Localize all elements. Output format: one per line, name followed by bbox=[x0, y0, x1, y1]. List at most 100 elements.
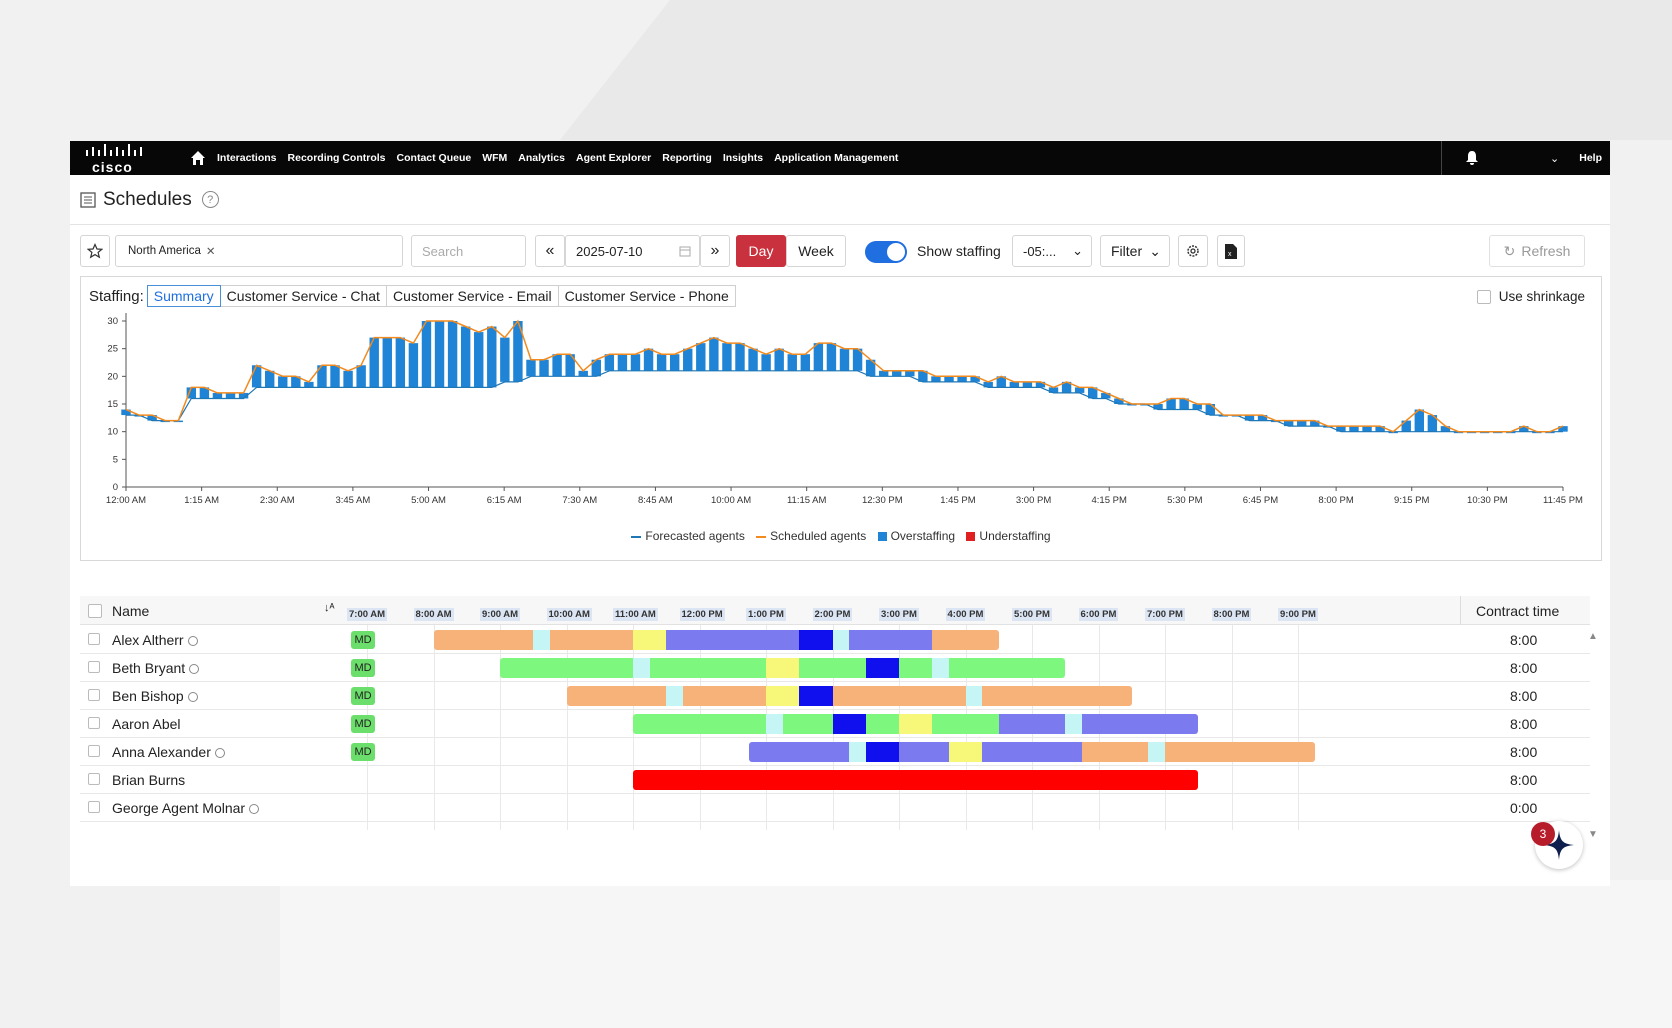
row-checkbox[interactable] bbox=[88, 801, 100, 813]
select-all-checkbox[interactable] bbox=[88, 604, 102, 618]
scroll-down-arrow[interactable]: ▼ bbox=[1588, 829, 1598, 840]
schedule-segment[interactable] bbox=[832, 686, 966, 706]
schedule-segment[interactable] bbox=[766, 658, 800, 678]
table-row[interactable]: Aaron Abel MD 8:00 bbox=[80, 710, 1590, 738]
schedule-segment[interactable] bbox=[965, 686, 983, 706]
chevron-down-icon[interactable]: ⌄ bbox=[1550, 152, 1560, 165]
agent-name[interactable]: Aaron Abel bbox=[112, 716, 181, 732]
row-checkbox[interactable] bbox=[88, 689, 100, 701]
tab-summary[interactable]: Summary bbox=[146, 285, 221, 307]
schedule-segment[interactable] bbox=[899, 714, 933, 734]
agent-name[interactable]: Alex Altherr bbox=[112, 632, 198, 648]
schedule-segment[interactable] bbox=[1065, 714, 1082, 734]
table-row[interactable]: Brian Burns 8:00 bbox=[80, 766, 1590, 794]
nav-wfm[interactable]: WFM bbox=[482, 152, 508, 164]
schedule-segment[interactable] bbox=[1081, 742, 1149, 762]
schedule-segment[interactable] bbox=[799, 630, 833, 650]
nav-reporting[interactable]: Reporting bbox=[662, 152, 712, 164]
schedule-segment[interactable] bbox=[948, 658, 1066, 678]
home-icon[interactable] bbox=[190, 150, 206, 166]
bell-icon[interactable] bbox=[1452, 150, 1492, 166]
schedule-segment[interactable] bbox=[666, 686, 683, 706]
date-picker[interactable]: 2025-07-10 bbox=[565, 235, 700, 267]
schedule-segment[interactable] bbox=[682, 686, 766, 706]
nav-application-management[interactable]: Application Management bbox=[774, 152, 899, 164]
table-row[interactable]: Ben Bishop MD 8:00 bbox=[80, 682, 1590, 710]
schedule-segment[interactable] bbox=[832, 630, 850, 650]
settings-button[interactable] bbox=[1178, 235, 1208, 267]
table-row[interactable]: Beth Bryant MD 8:00 bbox=[80, 654, 1590, 682]
day-view-button[interactable]: Day bbox=[736, 235, 786, 267]
table-row[interactable]: Anna Alexander MD 8:00 bbox=[80, 738, 1590, 766]
favorite-button[interactable] bbox=[80, 235, 110, 267]
schedule-segment[interactable] bbox=[433, 630, 534, 650]
schedule-segment[interactable] bbox=[633, 770, 1199, 790]
schedule-segment[interactable] bbox=[998, 714, 1066, 734]
show-staffing-toggle[interactable] bbox=[865, 241, 907, 263]
schedule-segment[interactable] bbox=[849, 630, 933, 650]
schedule-segment[interactable] bbox=[932, 630, 999, 650]
schedule-segment[interactable] bbox=[1165, 742, 1315, 762]
schedule-segment[interactable] bbox=[533, 630, 550, 650]
filter-button[interactable]: Filter ⌄ bbox=[1100, 235, 1170, 267]
timezone-select[interactable]: -05:... ⌄ bbox=[1012, 235, 1092, 267]
nav-recording-controls[interactable]: Recording Controls bbox=[287, 152, 386, 164]
schedule-segment[interactable] bbox=[948, 742, 983, 762]
nav-contact-queue[interactable]: Contact Queue bbox=[396, 152, 472, 164]
use-shrinkage-option[interactable]: Use shrinkage bbox=[1476, 289, 1585, 304]
schedule-segment[interactable] bbox=[549, 630, 633, 650]
schedule-segment[interactable] bbox=[633, 714, 766, 734]
schedule-segment[interactable] bbox=[766, 686, 800, 706]
table-row[interactable]: Alex Altherr MD 8:00 bbox=[80, 626, 1590, 654]
sort-icon[interactable]: ↓ᴬ bbox=[324, 602, 335, 614]
agent-name[interactable]: Ben Bishop bbox=[112, 688, 198, 704]
scroll-up-arrow[interactable]: ▲ bbox=[1588, 631, 1598, 642]
schedule-segment[interactable] bbox=[899, 742, 949, 762]
row-checkbox[interactable] bbox=[88, 745, 100, 757]
schedule-segment[interactable] bbox=[865, 742, 899, 762]
tab-customer-service-email[interactable]: Customer Service - Email bbox=[385, 285, 559, 307]
refresh-button[interactable]: ↻ Refresh bbox=[1489, 235, 1585, 267]
schedule-segment[interactable] bbox=[649, 658, 766, 678]
schedule-segment[interactable] bbox=[633, 658, 650, 678]
use-shrinkage-checkbox[interactable] bbox=[1476, 289, 1491, 304]
row-checkbox[interactable] bbox=[88, 661, 100, 673]
nav-agent-explorer[interactable]: Agent Explorer bbox=[575, 152, 652, 164]
next-day-button[interactable]: » bbox=[700, 235, 730, 267]
tab-customer-service-chat[interactable]: Customer Service - Chat bbox=[219, 285, 387, 307]
close-icon[interactable]: ✕ bbox=[205, 246, 216, 258]
agent-name[interactable]: Beth Bryant bbox=[112, 660, 200, 676]
schedule-segment[interactable] bbox=[799, 686, 833, 706]
schedule-segment[interactable] bbox=[782, 714, 833, 734]
schedule-segment[interactable] bbox=[766, 714, 783, 734]
schedule-segment[interactable] bbox=[982, 742, 1082, 762]
schedule-segment[interactable] bbox=[500, 658, 633, 678]
agent-name[interactable]: George Agent Molnar bbox=[112, 800, 260, 816]
schedule-segment[interactable] bbox=[832, 714, 866, 734]
schedule-segment[interactable] bbox=[932, 658, 949, 678]
name-column-header[interactable]: Name bbox=[112, 603, 150, 619]
schedule-segment[interactable] bbox=[849, 742, 866, 762]
search-input[interactable]: Search bbox=[411, 235, 526, 267]
schedule-segment[interactable] bbox=[666, 630, 800, 650]
tab-customer-service-phone[interactable]: Customer Service - Phone bbox=[557, 285, 736, 307]
nav-interactions[interactable]: Interactions bbox=[217, 152, 277, 164]
schedule-segment[interactable] bbox=[566, 686, 667, 706]
schedule-segment[interactable] bbox=[899, 658, 933, 678]
agent-name[interactable]: Brian Burns bbox=[112, 772, 186, 788]
row-checkbox[interactable] bbox=[88, 717, 100, 729]
previous-day-button[interactable]: « bbox=[535, 235, 565, 267]
help-link[interactable]: Help bbox=[1579, 152, 1602, 164]
schedule-segment[interactable] bbox=[749, 742, 850, 762]
schedule-segment[interactable] bbox=[865, 714, 899, 734]
table-row[interactable]: George Agent Molnar 0:00 bbox=[80, 794, 1590, 822]
nav-insights[interactable]: Insights bbox=[722, 152, 764, 164]
help-icon[interactable]: ? bbox=[201, 191, 219, 208]
schedule-segment[interactable] bbox=[633, 630, 667, 650]
region-filter[interactable]: North America ✕ bbox=[115, 235, 403, 267]
row-checkbox[interactable] bbox=[88, 633, 100, 645]
row-checkbox[interactable] bbox=[88, 773, 100, 785]
schedule-segment[interactable] bbox=[982, 686, 1132, 706]
week-view-button[interactable]: Week bbox=[786, 235, 846, 267]
export-excel-button[interactable]: x bbox=[1217, 235, 1245, 267]
